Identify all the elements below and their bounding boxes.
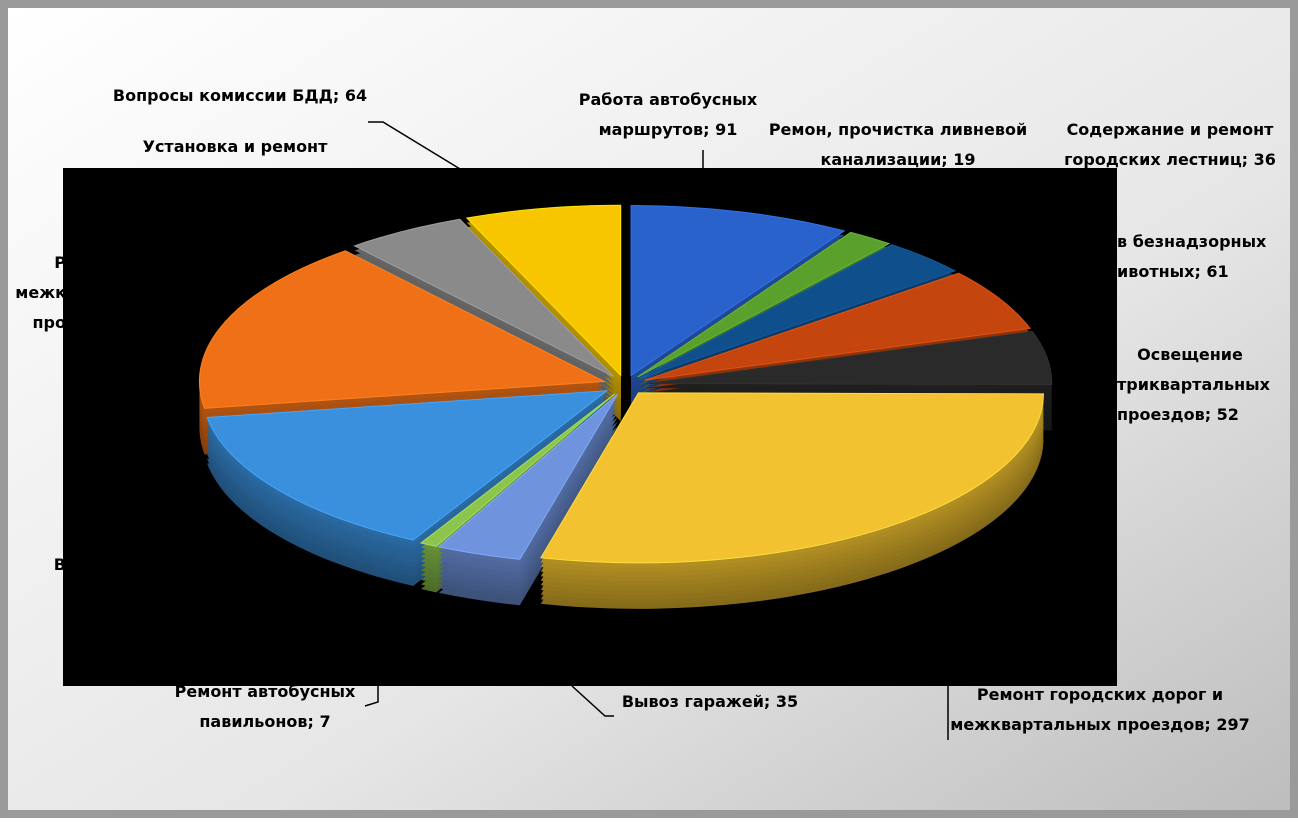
label-value: 35 [776, 692, 798, 711]
data-label: про [33, 313, 67, 332]
slice [644, 272, 1031, 381]
data-label: Установка и ремонт [143, 137, 329, 156]
label-text: в безнадзорных [1117, 232, 1267, 251]
data-label: Вывоз гаражей; 35 [622, 692, 798, 711]
data-label: Ремонт автобусных [175, 682, 356, 701]
data-label: Освещение [1137, 345, 1243, 364]
label-text: канализации; [820, 150, 947, 169]
slice [465, 204, 622, 377]
slice [640, 244, 957, 379]
label-text: Содержание и ремонт [1067, 120, 1275, 139]
label-text: Вывоз гаражей; [622, 692, 770, 711]
label-text: Ремонт городских дорог и [977, 685, 1223, 704]
label-value: 36 [1254, 150, 1276, 169]
data-label: павильонов; 7 [199, 712, 330, 731]
label-text: Ремон, прочистка ливневой [769, 120, 1027, 139]
data-label: Работа автобусных [579, 90, 758, 109]
slice [353, 218, 615, 377]
data-label: Содержание и ремонт [1067, 120, 1275, 139]
slice [198, 250, 607, 409]
data-label: проездов; 52 [1117, 405, 1239, 424]
data-label: В [54, 555, 66, 574]
data-label: триквартальных [1117, 375, 1271, 394]
data-label: в безнадзорных [1117, 232, 1267, 251]
label-text: проездов; [1117, 405, 1211, 424]
data-label: Ремон, прочистка ливневой [769, 120, 1027, 139]
label-text: про [33, 313, 67, 332]
label-text: триквартальных [1117, 375, 1271, 394]
label-value: 52 [1217, 405, 1239, 424]
slice [646, 331, 1053, 386]
slice [206, 390, 609, 541]
label-value: 91 [715, 120, 737, 139]
label-text: павильонов; [199, 712, 314, 731]
label-text: Ремонт автобусных [175, 682, 356, 701]
label-text: городских лестниц; [1064, 150, 1248, 169]
data-label: маршрутов; 91 [599, 120, 738, 139]
data-label: Вопросы комиссии БДД; 64 [113, 86, 367, 105]
label-text: ивотных; [1117, 262, 1201, 281]
label-text: В [54, 555, 66, 574]
pie [198, 204, 1053, 609]
label-value: 297 [1216, 715, 1249, 734]
label-text: маршрутов; [599, 120, 710, 139]
labels: Работа автобусных маршрутов; 91 Ремон, про… [15, 86, 1276, 734]
label-value: 61 [1206, 262, 1228, 281]
label-value: 7 [320, 712, 331, 731]
data-label: межк [15, 283, 66, 302]
slice [437, 393, 618, 560]
slice [419, 393, 616, 547]
label-text: межк [15, 283, 66, 302]
label-text: Работа автобусных [579, 90, 758, 109]
data-label: межквартальных проездов; 297 [950, 715, 1249, 734]
label-text: Освещение [1137, 345, 1243, 364]
slice [637, 231, 891, 378]
leader-lines [364, 121, 949, 740]
label-value: 19 [953, 150, 975, 169]
data-label: Ремонт городских дорог и [977, 685, 1223, 704]
label-text: Установка и ремонт [143, 137, 329, 156]
data-label: канализации; 19 [820, 150, 975, 169]
label-value: 64 [345, 86, 367, 105]
data-label: городских лестниц; 36 [1064, 150, 1276, 169]
slice [540, 392, 1044, 564]
data-label: ивотных; 61 [1117, 262, 1229, 281]
label-text: межквартальных проездов; [950, 715, 1211, 734]
label-text: Вопросы комиссии БДД; [113, 86, 339, 105]
slice [630, 204, 846, 377]
